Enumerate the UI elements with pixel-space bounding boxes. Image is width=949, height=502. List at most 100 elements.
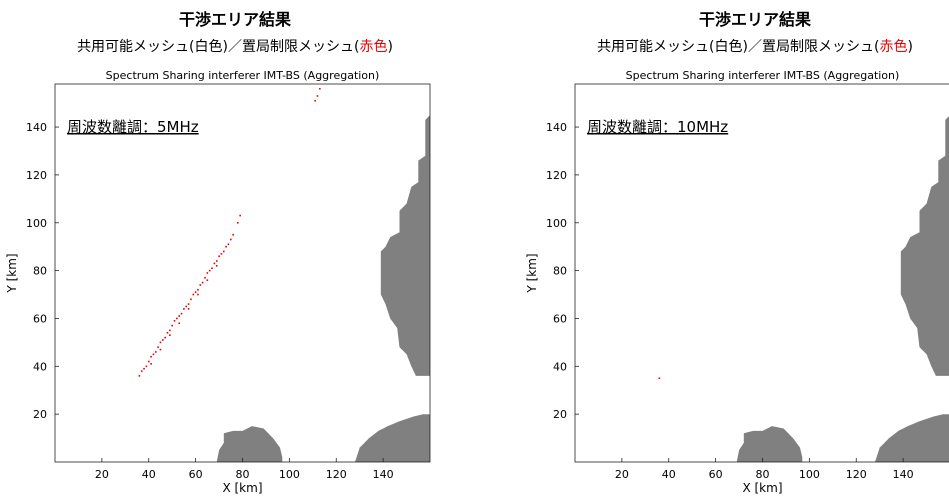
data-point (154, 351, 157, 353)
x-tick-label: 40 (662, 468, 676, 481)
terrain-right (380, 115, 430, 376)
x-tick-label: 20 (95, 468, 109, 481)
data-point (143, 367, 145, 370)
data-point (164, 336, 166, 339)
y-tick-label: 60 (33, 312, 47, 325)
data-point (147, 360, 150, 363)
data-point (204, 276, 206, 279)
data-point (152, 353, 155, 356)
plot-area (575, 84, 949, 462)
data-point (166, 332, 169, 334)
data-point (159, 341, 162, 344)
y-tick-label: 140 (546, 121, 567, 134)
x-tick-label: 60 (189, 468, 203, 481)
data-point (145, 365, 148, 368)
data-point (171, 324, 173, 327)
data-point (173, 320, 176, 322)
data-point (169, 329, 171, 332)
subtitle-prefix: 共用可能メッシュ(白色)／置局制限メッシュ( (597, 39, 880, 55)
terrain-layer (216, 115, 430, 462)
data-point (211, 267, 213, 270)
x-tick-label: 140 (373, 468, 394, 481)
data-point (190, 298, 192, 301)
y-tick-label: 20 (33, 408, 47, 421)
data-point (178, 322, 181, 325)
frequency-offset-note: 周波数離調：10MHz (587, 118, 728, 136)
data-point (187, 308, 190, 310)
data-point (239, 214, 241, 217)
data-point (658, 377, 661, 380)
plot-area (55, 84, 430, 462)
data-point (194, 291, 197, 293)
data-point (208, 269, 211, 272)
data-point (199, 284, 202, 286)
y-tick-label: 120 (26, 169, 47, 182)
subtitle-suffix: ) (387, 39, 393, 55)
data-point (169, 334, 171, 337)
subtitle-prefix: 共用可能メッシュ(白色)／置局制限メッシュ( (77, 39, 360, 55)
data-point (213, 262, 216, 265)
y-axis-label: Y [km] (5, 253, 19, 293)
y-axis-label: Y [km] (525, 253, 539, 293)
data-point (215, 260, 218, 262)
subtitle-red: 赤色 (879, 39, 908, 55)
x-tick-label: 80 (236, 468, 250, 481)
y-tick-label: 140 (26, 121, 47, 134)
data-point (185, 305, 188, 308)
data-point (201, 281, 204, 284)
data-point (140, 370, 143, 372)
panel-10mhz: 干渉エリア結果 共用可能メッシュ(白色)／置局制限メッシュ(赤色) Spectr… (520, 0, 949, 502)
data-point (229, 238, 232, 241)
data-point (225, 245, 227, 248)
panel-subtitle: 共用可能メッシュ(白色)／置局制限メッシュ(赤色) (0, 36, 470, 56)
data-point (206, 272, 209, 274)
data-point (138, 375, 141, 377)
data-point (192, 293, 195, 296)
y-tick-label: 20 (553, 408, 567, 421)
y-tick-label: 80 (33, 265, 47, 278)
x-tick-label: 140 (893, 468, 914, 481)
scatter-chart-5mhz: Spectrum Sharing interferer IMT-BS (Aggr… (5, 69, 431, 495)
x-tick-label: 100 (279, 468, 300, 481)
frequency-offset-note: 周波数離調：5MHz (67, 118, 199, 136)
x-tick-label: 100 (799, 468, 820, 481)
terrain-bottom-center (736, 426, 803, 462)
data-point (314, 99, 316, 102)
x-tick-label: 40 (142, 468, 156, 481)
terrain-bottom-right (355, 414, 430, 462)
data-point (150, 363, 152, 365)
terrain-bottom-right (875, 414, 949, 462)
subtitle-red: 赤色 (359, 39, 388, 55)
data-point (316, 95, 319, 97)
data-point (183, 308, 185, 310)
data-point (157, 346, 159, 348)
panel-5mhz: 干渉エリア結果 共用可能メッシュ(白色)／置局制限メッシュ(赤色) Spectr… (0, 0, 470, 502)
y-tick-label: 80 (553, 265, 567, 278)
data-point (159, 348, 162, 351)
y-tick-label: 100 (546, 217, 567, 230)
data-point (215, 265, 218, 267)
data-point (222, 250, 225, 253)
y-tick-label: 60 (553, 312, 567, 325)
scatter-chart-10mhz: Spectrum Sharing interferer IMT-BS (Aggr… (525, 69, 949, 495)
data-point (197, 293, 199, 296)
x-tick-label: 60 (709, 468, 723, 481)
panel-title: 干渉エリア結果 (178, 10, 291, 29)
x-axis-label: X [km] (742, 481, 782, 495)
data-point (187, 303, 190, 305)
data-point (319, 87, 321, 90)
data-point (237, 221, 239, 224)
panel-title: 干渉エリア結果 (698, 10, 811, 29)
plot-title: Spectrum Sharing interferer IMT-BS (Aggr… (626, 69, 900, 82)
data-point (232, 233, 234, 236)
data-point (227, 243, 230, 246)
panel-subtitle: 共用可能メッシュ(白色)／置局制限メッシュ(赤色) (520, 36, 949, 56)
data-point (218, 255, 220, 258)
terrain-layer (736, 116, 949, 462)
x-tick-label: 120 (326, 468, 347, 481)
data-point (176, 317, 178, 320)
subtitle-suffix: ) (907, 39, 913, 55)
terrain-bottom-center (216, 426, 283, 462)
y-tick-label: 40 (553, 360, 567, 373)
y-tick-label: 120 (546, 169, 567, 182)
